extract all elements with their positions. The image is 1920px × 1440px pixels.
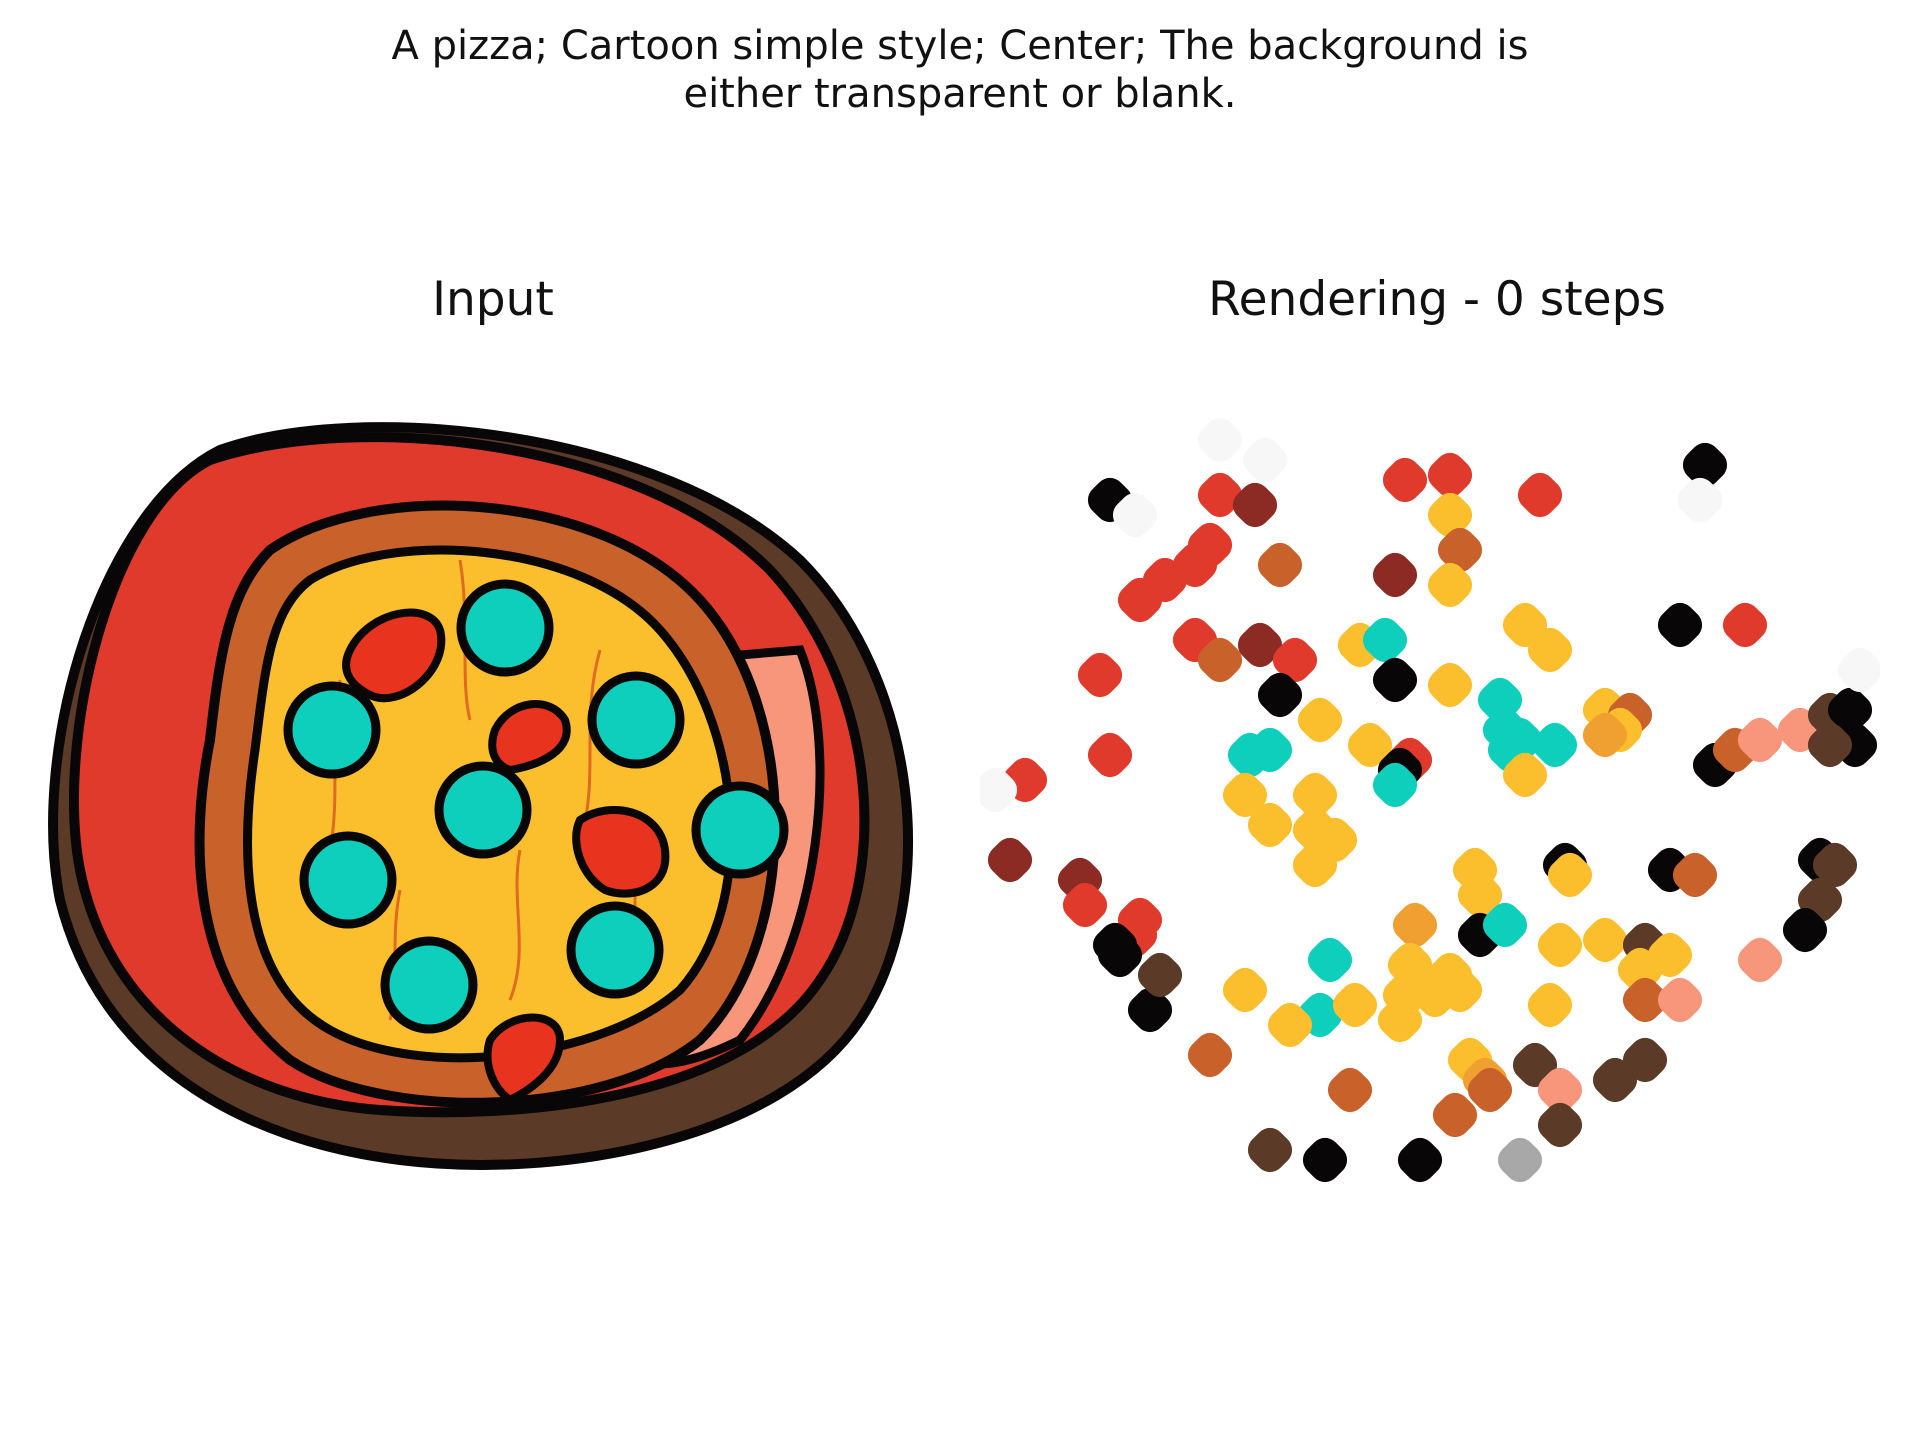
render-blob xyxy=(1372,657,1418,703)
render-blob xyxy=(1197,637,1243,683)
render-blob xyxy=(1197,417,1243,463)
render-blob xyxy=(1547,852,1593,898)
render-blob xyxy=(1527,982,1573,1028)
render-blob xyxy=(1307,937,1353,983)
render-blob xyxy=(1272,637,1318,683)
render-blob xyxy=(1427,492,1473,538)
render-blob xyxy=(1837,647,1880,693)
render-blob xyxy=(1537,1067,1583,1113)
render-blob xyxy=(1127,987,1173,1033)
render-blob xyxy=(1827,687,1873,733)
render-blob xyxy=(1197,472,1243,518)
render-blob xyxy=(1677,477,1723,523)
render-blob xyxy=(1087,732,1133,778)
render-blob xyxy=(1247,1127,1293,1173)
render-blob xyxy=(1622,1037,1668,1083)
render-blob xyxy=(1582,917,1628,963)
render-blob xyxy=(1292,842,1338,888)
render-blob xyxy=(1437,527,1483,573)
render-blob xyxy=(1237,622,1283,668)
rendering-blobs xyxy=(980,417,1880,1183)
render-blob xyxy=(1812,842,1858,888)
render-blob xyxy=(1347,722,1393,768)
render-blob xyxy=(1437,967,1483,1013)
caption-line-2: either transparent or blank. xyxy=(683,71,1237,117)
render-blob xyxy=(1427,562,1473,608)
render-blob xyxy=(1112,492,1158,538)
caption-line-1: A pizza; Cartoon simple style; Center; T… xyxy=(391,23,1529,69)
render-blob xyxy=(1117,577,1163,623)
render-blob xyxy=(1722,602,1768,648)
render-blob xyxy=(1582,712,1628,758)
render-blob xyxy=(1097,932,1143,978)
render-blob xyxy=(1517,472,1563,518)
render-blob xyxy=(1077,652,1123,698)
input-pizza-image xyxy=(48,422,913,1170)
render-blob xyxy=(1482,902,1528,948)
red-toppings xyxy=(342,608,670,1105)
rendering-output-image xyxy=(980,417,1880,1183)
render-blob xyxy=(1502,752,1548,798)
teal-toppings xyxy=(283,579,789,1034)
render-blob xyxy=(1467,1067,1513,1113)
render-blob xyxy=(1682,442,1728,488)
render-blob xyxy=(1532,722,1578,768)
render-blob xyxy=(1232,482,1278,528)
render-blob xyxy=(1292,772,1338,818)
render-blob xyxy=(1737,717,1783,763)
render-blob xyxy=(1392,902,1438,948)
render-blob xyxy=(1137,952,1183,998)
input-panel-title: Input xyxy=(432,272,554,327)
render-blob xyxy=(1187,1032,1233,1078)
render-blob xyxy=(1327,1067,1373,1113)
render-blob xyxy=(1457,872,1503,918)
render-blob xyxy=(1397,1137,1443,1183)
render-blob xyxy=(1062,882,1108,928)
render-blob xyxy=(1737,937,1783,983)
render-blob xyxy=(1332,982,1378,1028)
render-blob xyxy=(1657,977,1703,1023)
render-blob xyxy=(1432,1092,1478,1138)
render-blob xyxy=(1257,672,1303,718)
render-blob xyxy=(1537,922,1583,968)
render-blob xyxy=(1497,1137,1543,1183)
render-blob xyxy=(1372,762,1418,808)
render-blob xyxy=(1427,662,1473,708)
render-blob xyxy=(1247,727,1293,773)
render-blob xyxy=(1222,967,1268,1013)
render-blob xyxy=(1297,697,1343,743)
render-blob xyxy=(1427,452,1473,498)
render-blob xyxy=(1377,997,1423,1043)
rendering-panel-title: Rendering - 0 steps xyxy=(1208,272,1666,327)
render-blob xyxy=(980,767,1018,813)
render-blob xyxy=(1672,852,1718,898)
render-blob xyxy=(1242,437,1288,483)
render-blob xyxy=(1382,457,1428,503)
render-blob xyxy=(987,837,1033,883)
render-blob xyxy=(1807,722,1853,768)
render-blob xyxy=(1527,627,1573,673)
render-blob xyxy=(1372,552,1418,598)
render-blob xyxy=(1247,802,1293,848)
render-blob xyxy=(1537,1102,1583,1148)
render-blob xyxy=(1257,542,1303,588)
figure-caption: A pizza; Cartoon simple style; Center; T… xyxy=(0,22,1920,118)
render-blob xyxy=(1657,602,1703,648)
render-blob xyxy=(1782,907,1828,953)
render-blob xyxy=(1302,1137,1348,1183)
render-blob xyxy=(1622,977,1668,1023)
render-blob xyxy=(1222,772,1268,818)
render-blob xyxy=(1267,1002,1313,1048)
render-blob xyxy=(1362,617,1408,663)
